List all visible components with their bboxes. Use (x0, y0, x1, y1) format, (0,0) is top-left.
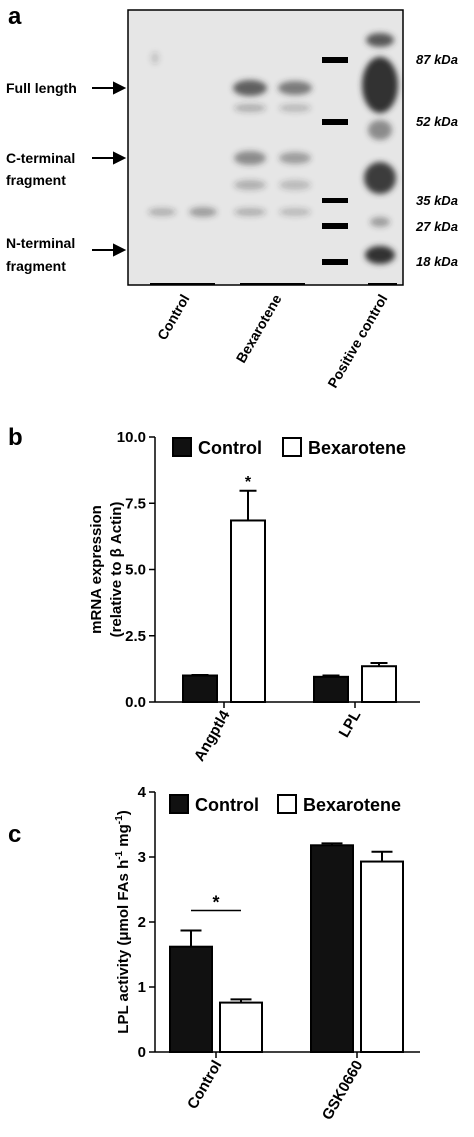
marker-label: 87 kDa (416, 52, 458, 67)
panel-label: b (8, 424, 23, 451)
blot-image (127, 9, 404, 286)
y-tick-label: 2.5 (125, 628, 146, 645)
y-axis-label-line: mRNA expression (88, 505, 105, 634)
bar (230, 519, 266, 703)
y-axis-label: mRNA expression (relative to β Actin) (88, 502, 125, 638)
y-tick-label: 4 (138, 784, 147, 801)
y-axis-label-part: -1 (114, 850, 125, 859)
annotation: * (245, 474, 252, 491)
marker-label: 27 kDa (415, 219, 458, 234)
bar (182, 674, 218, 703)
legend-swatch (169, 794, 189, 814)
lane-label: Control (154, 292, 193, 343)
y-tick-label: 1 (138, 979, 146, 996)
y-tick-label: 0 (138, 1044, 146, 1061)
arrows (92, 81, 127, 257)
marker-labels: 87 kDa 52 kDa 35 kDa 27 kDa 18 kDa (415, 52, 458, 269)
y-axis-label-part: ) (115, 810, 132, 815)
x-tick-label: LPL (336, 708, 365, 741)
band-label: N-terminal (6, 235, 75, 251)
legend-label: Bexarotene (308, 438, 406, 458)
y-tick-label: 0.0 (125, 694, 146, 711)
lane-label: Bexarotene (233, 291, 285, 365)
marker-label: 52 kDa (416, 114, 458, 129)
y-tick-label: 3 (138, 849, 146, 866)
y-axis-label-part: -1 (114, 815, 125, 824)
marker-label: 18 kDa (416, 254, 458, 269)
panel-label: c (8, 821, 21, 848)
y-axis-label: LPL activity (μmol FAs h-1 mg-1) (114, 810, 132, 1033)
legend-swatch (282, 437, 302, 457)
bar (169, 945, 213, 1054)
x-tick-label: Control (184, 1058, 225, 1113)
bar (361, 665, 397, 703)
band-label: Full length (6, 80, 77, 96)
x-tick-label: Angptl4 (191, 707, 234, 764)
y-axis-label-part: LPL activity (μmol FAs h (115, 860, 132, 1034)
band-label: C-terminal (6, 150, 75, 166)
marker-label: 35 kDa (416, 193, 458, 208)
band-labels: Full length C-terminal fragment N-termin… (6, 80, 77, 274)
band-label: fragment (6, 172, 66, 188)
bar (219, 1001, 263, 1053)
x-tick-label: GSK0660 (319, 1058, 367, 1124)
legend-label: Bexarotene (303, 795, 401, 815)
y-axis-label-line: (relative to β Actin) (108, 502, 125, 638)
panel-label: a (8, 3, 22, 30)
y-axis-label-part: mg (115, 824, 132, 851)
lane-label: Positive control (324, 292, 390, 391)
y-tick-label: 2 (138, 914, 146, 931)
legend-label: Control (195, 795, 259, 815)
lane-labels: Control Bexarotene Positive control (154, 291, 391, 390)
bar (360, 860, 404, 1053)
y-tick-label: 7.5 (125, 495, 146, 512)
bar (313, 675, 349, 704)
band-label: fragment (6, 258, 66, 274)
y-tick-label: 5.0 (125, 562, 146, 579)
legend-label: Control (198, 438, 262, 458)
y-tick-label: 10.0 (117, 429, 146, 446)
legend-swatch (277, 794, 297, 814)
annotation: * (212, 892, 219, 912)
legend-swatch (172, 437, 192, 457)
bar (310, 844, 354, 1053)
